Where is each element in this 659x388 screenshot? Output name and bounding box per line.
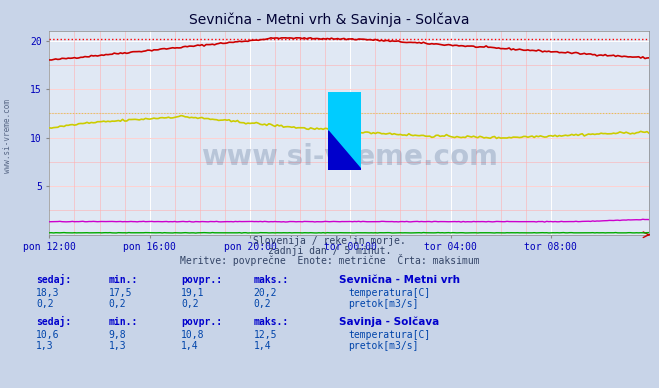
Text: Sevnična - Metni vrh & Savinja - Solčava: Sevnična - Metni vrh & Savinja - Solčava: [189, 12, 470, 27]
Text: 0,2: 0,2: [181, 298, 199, 308]
Text: www.si-vreme.com: www.si-vreme.com: [3, 99, 13, 173]
Text: 18,3: 18,3: [36, 288, 60, 298]
Text: 17,5: 17,5: [109, 288, 132, 298]
Text: 12,5: 12,5: [254, 329, 277, 340]
Text: zadnji dan / 5 minut.: zadnji dan / 5 minut.: [268, 246, 391, 256]
Text: pretok[m3/s]: pretok[m3/s]: [348, 298, 418, 308]
Text: 1,4: 1,4: [181, 341, 199, 351]
Text: min.:: min.:: [109, 317, 138, 327]
Text: temperatura[C]: temperatura[C]: [348, 288, 430, 298]
Text: min.:: min.:: [109, 275, 138, 285]
Text: 1,3: 1,3: [36, 341, 54, 351]
Text: 1,4: 1,4: [254, 341, 272, 351]
Text: 0,2: 0,2: [109, 298, 127, 308]
Text: sedaj:: sedaj:: [36, 274, 71, 285]
Text: 0,2: 0,2: [36, 298, 54, 308]
Text: www.si-vreme.com: www.si-vreme.com: [201, 143, 498, 171]
Text: maks.:: maks.:: [254, 317, 289, 327]
Text: 10,8: 10,8: [181, 329, 205, 340]
Text: Slovenija / reke in morje.: Slovenija / reke in morje.: [253, 236, 406, 246]
Text: povpr.:: povpr.:: [181, 317, 222, 327]
Text: 10,6: 10,6: [36, 329, 60, 340]
Text: 0,2: 0,2: [254, 298, 272, 308]
Text: temperatura[C]: temperatura[C]: [348, 329, 430, 340]
Text: pretok[m3/s]: pretok[m3/s]: [348, 341, 418, 351]
Text: povpr.:: povpr.:: [181, 275, 222, 285]
Text: 19,1: 19,1: [181, 288, 205, 298]
Text: sedaj:: sedaj:: [36, 316, 71, 327]
Text: 9,8: 9,8: [109, 329, 127, 340]
Text: Meritve: povprečne  Enote: metrične  Črta: maksimum: Meritve: povprečne Enote: metrične Črta:…: [180, 254, 479, 266]
Text: 20,2: 20,2: [254, 288, 277, 298]
Text: Sevnična - Metni vrh: Sevnična - Metni vrh: [339, 275, 461, 285]
Text: 1,3: 1,3: [109, 341, 127, 351]
Text: maks.:: maks.:: [254, 275, 289, 285]
Text: Savinja - Solčava: Savinja - Solčava: [339, 316, 440, 327]
